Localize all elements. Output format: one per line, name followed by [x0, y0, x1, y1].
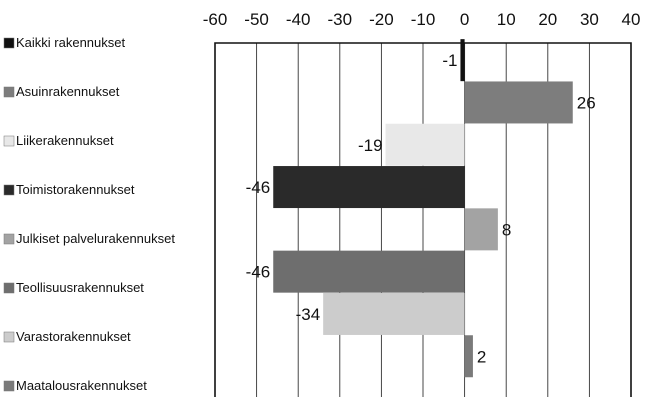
data-label: 26 [577, 93, 596, 112]
legend-swatch [3, 331, 15, 343]
x-tick-label: 30 [580, 10, 599, 29]
bar [385, 123, 465, 166]
x-tick-label: 0 [460, 10, 469, 29]
legend-label: Asuinrakennukset [16, 84, 120, 99]
legend-label: Varastorakennukset [16, 329, 131, 344]
legend-swatch [3, 282, 15, 294]
bar [460, 39, 465, 82]
legend-label: Maatalousrakennukset [16, 378, 147, 393]
data-label: -46 [246, 263, 271, 282]
bar [273, 250, 465, 293]
x-tick-labels: -60 -50 -40 -30 -20 -10 0 10 20 30 40 [203, 10, 641, 29]
bar [464, 81, 573, 124]
legend-swatch [3, 37, 15, 49]
data-label: 8 [502, 220, 511, 239]
x-tick-label: -50 [244, 10, 269, 29]
legend-swatch [3, 135, 15, 147]
x-tick-label: 20 [538, 10, 557, 29]
legend-swatch [3, 380, 15, 392]
x-tick-label: -20 [369, 10, 394, 29]
legend-label: Julkiset palvelurakennukset [16, 231, 175, 246]
bar [323, 292, 465, 335]
x-tick-label: -60 [203, 10, 228, 29]
bar [464, 335, 473, 378]
data-label: -46 [246, 178, 271, 197]
legend-swatch [3, 86, 15, 98]
legend-swatch [3, 184, 15, 196]
bar [464, 208, 498, 251]
legend-label: Liikerakennukset [16, 133, 114, 148]
legend-label: Teollisuusrakennukset [16, 280, 144, 295]
data-label: -19 [358, 136, 383, 155]
x-tick-label: -10 [411, 10, 436, 29]
x-tick-label: 10 [497, 10, 516, 29]
bars [273, 39, 573, 378]
x-tick-label: 40 [622, 10, 641, 29]
legend-swatch [3, 233, 15, 245]
bar [273, 166, 465, 209]
data-label: 2 [477, 347, 486, 366]
plot-border [214, 42, 632, 397]
x-tick-label: -30 [328, 10, 353, 29]
legend-label: Toimistorakennukset [16, 182, 135, 197]
legend: Kaikki rakennukset Asuinrakennukset Liiker… [3, 35, 175, 393]
plot-frame [214, 42, 632, 397]
x-tick-label: -40 [286, 10, 311, 29]
data-labels: -1 26 -19 -46 8 -46 -34 2 [246, 51, 596, 366]
data-label: -34 [296, 305, 321, 324]
legend-label: Kaikki rakennukset [16, 35, 125, 50]
data-label: -1 [442, 51, 457, 70]
